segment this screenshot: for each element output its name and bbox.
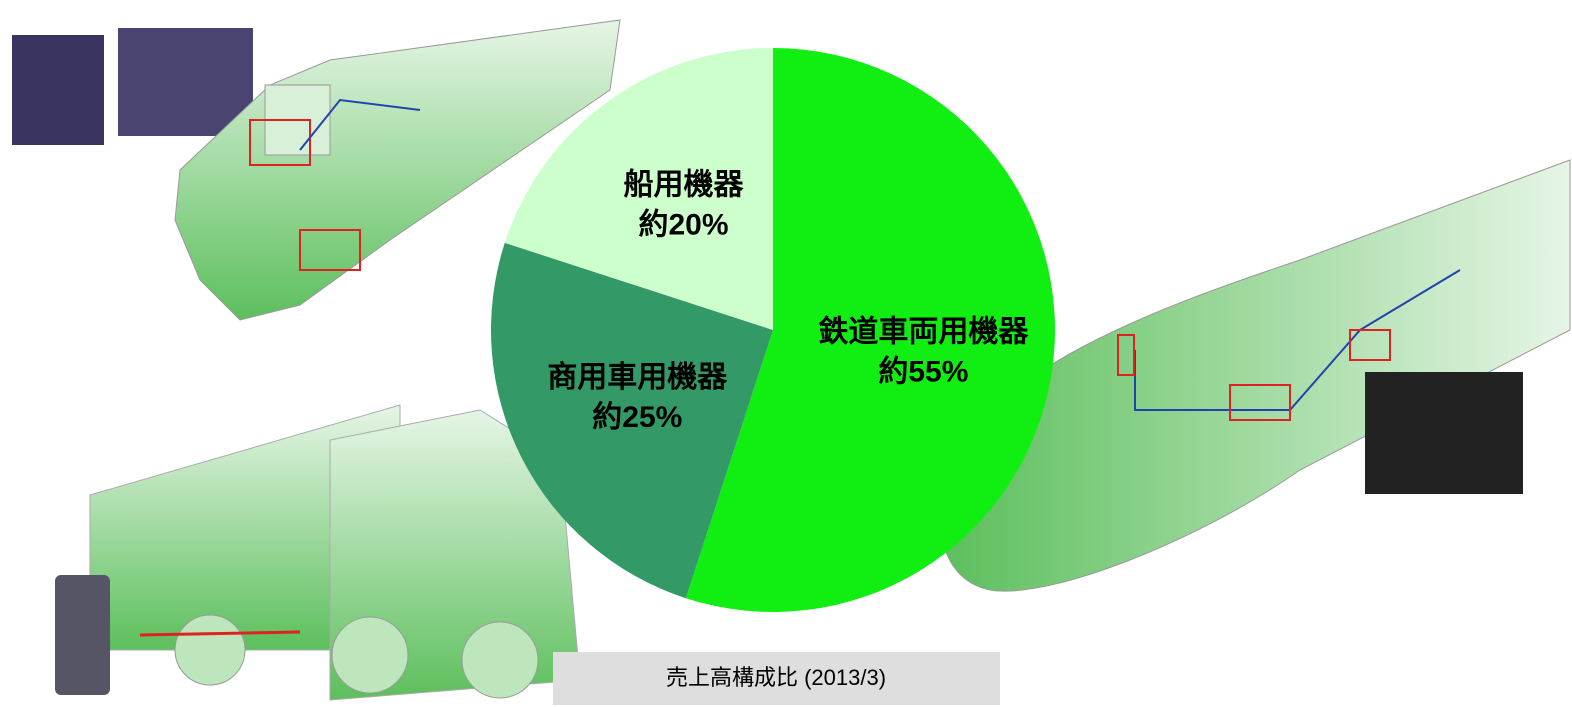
slice-value-label: 約55% (878, 356, 968, 389)
pie-slice (491, 242, 773, 599)
slice-category: 船用機器 (623, 169, 744, 202)
slice-value-label: 約25% (592, 401, 682, 434)
ship-illustration (12, 19, 621, 321)
slice-category: 商用車用機器 (547, 361, 728, 394)
caption-box (553, 652, 1000, 705)
pie-slice (504, 48, 773, 330)
train-illustration (939, 159, 1571, 592)
truck-illustration (55, 404, 581, 701)
slice-category: 鉄道車両用機器 (818, 315, 1029, 349)
pie-slice (685, 48, 1055, 613)
chart-title: 売上高構成比 (2013/3) (666, 665, 886, 690)
slice-value-label: 約20% (638, 209, 728, 242)
